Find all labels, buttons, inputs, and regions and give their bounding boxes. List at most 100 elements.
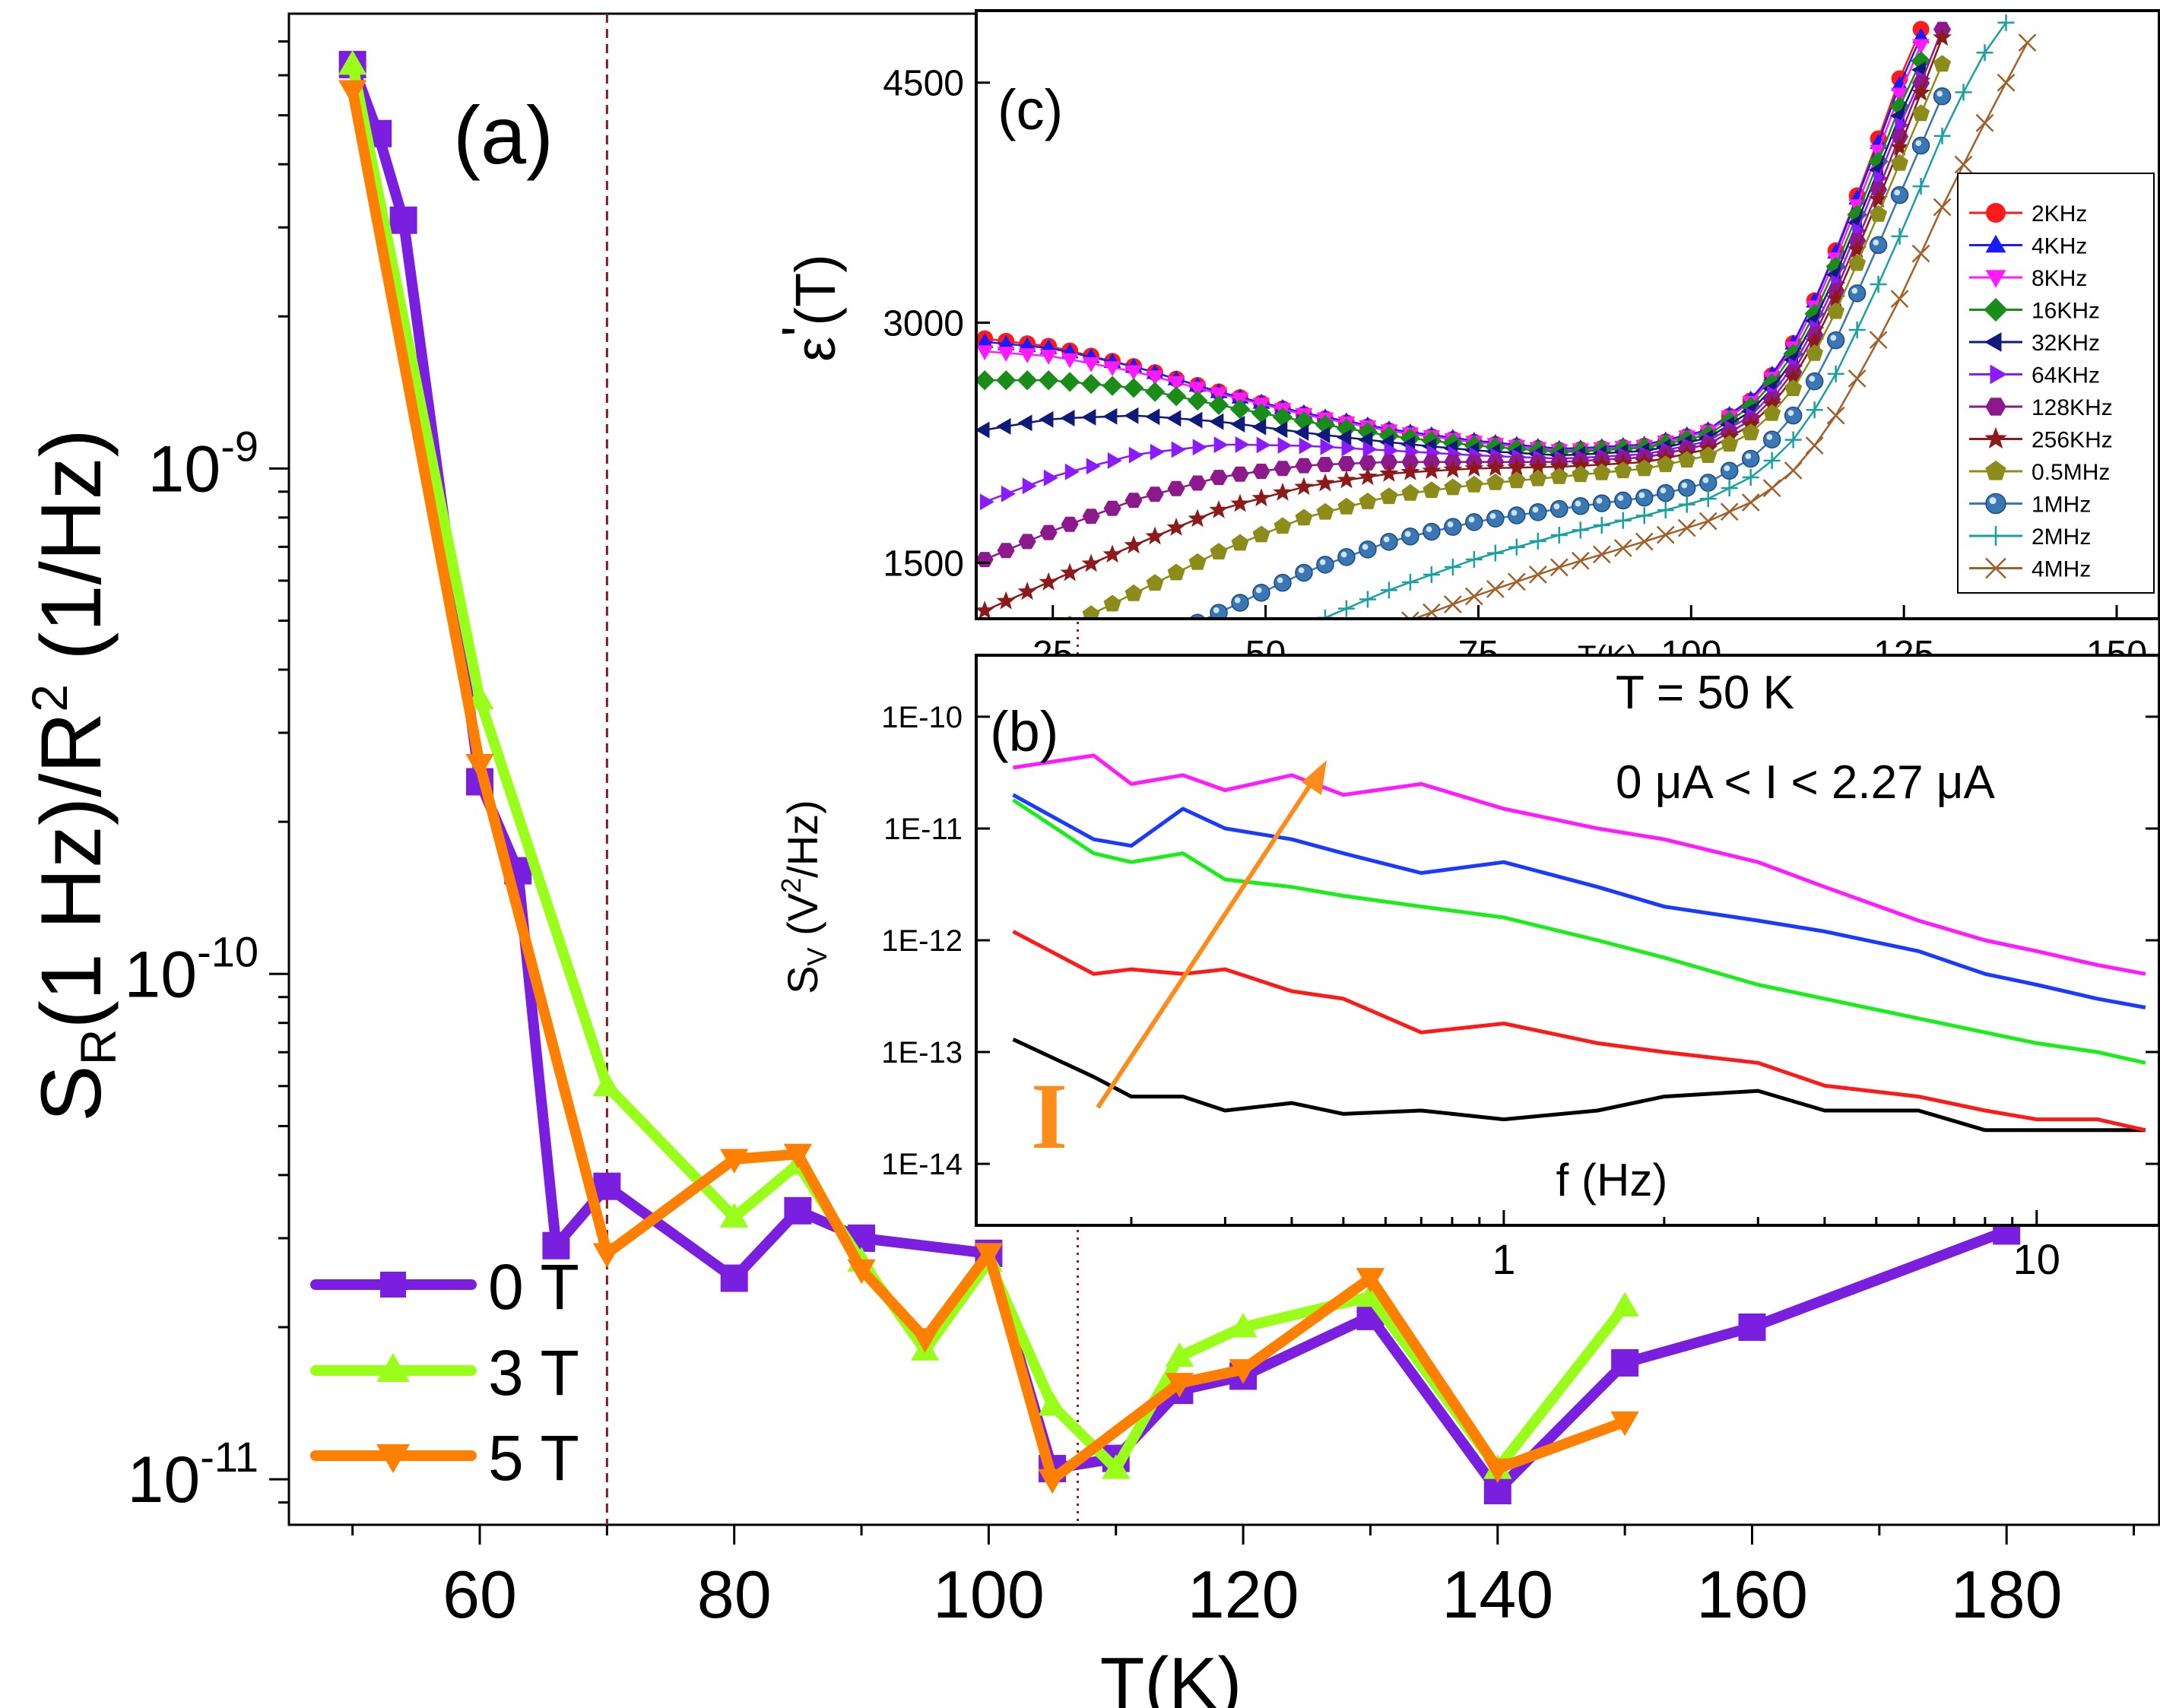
series-line xyxy=(1411,42,2028,619)
data-point xyxy=(1465,513,1483,531)
data-point xyxy=(1001,485,1016,502)
series-line xyxy=(347,84,1631,1485)
data-point-highlight xyxy=(1277,577,1283,584)
data-point-highlight xyxy=(1298,567,1305,574)
data-point-highlight xyxy=(1851,287,1858,294)
data-point xyxy=(1507,572,1526,591)
data-point xyxy=(1146,370,1164,386)
data-point xyxy=(1103,594,1121,612)
data-point xyxy=(465,753,494,779)
data-point xyxy=(1059,372,1080,392)
data-point-highlight xyxy=(1766,434,1773,440)
data-point xyxy=(1699,474,1718,492)
data-point xyxy=(1235,436,1250,453)
data-point xyxy=(1064,463,1080,480)
legend-label-1mhz: 1MHz xyxy=(2032,493,2091,518)
data-point xyxy=(1124,493,1143,509)
legend-label-2khz: 2KHz xyxy=(2032,201,2087,227)
data-point xyxy=(1508,471,1526,489)
data-point xyxy=(1720,502,1739,521)
data-point xyxy=(1423,522,1441,541)
data-point xyxy=(1273,573,1292,592)
data-point xyxy=(1678,451,1696,468)
x-tick-label-10: 10 xyxy=(2013,1235,2060,1283)
data-point xyxy=(1043,469,1058,486)
data-point xyxy=(1146,574,1164,591)
data-point xyxy=(1610,1411,1639,1437)
data-point xyxy=(1614,491,1632,510)
data-point xyxy=(979,493,994,511)
data-point xyxy=(1189,613,1206,619)
legend-label-4mhz: 4MHz xyxy=(2032,557,2091,582)
data-point xyxy=(1295,458,1313,474)
data-point xyxy=(1213,436,1229,454)
data-point xyxy=(1572,497,1590,515)
y-tick-label--9: 10-9 xyxy=(148,422,259,505)
data-point xyxy=(1379,464,1399,482)
data-point xyxy=(1400,428,1421,448)
data-point xyxy=(976,345,994,360)
data-point xyxy=(1081,409,1096,426)
data-point xyxy=(1635,532,1654,551)
data-point xyxy=(1423,566,1440,583)
data-point xyxy=(1060,410,1075,426)
data-point xyxy=(1444,559,1461,575)
data-point xyxy=(1870,276,1887,293)
current-arrow xyxy=(1096,760,1327,1109)
data-point xyxy=(1550,467,1568,484)
data-point xyxy=(1614,512,1632,529)
data-point xyxy=(1103,500,1121,516)
data-point xyxy=(1188,382,1207,397)
data-point xyxy=(1252,464,1270,479)
y-label-s: S xyxy=(24,1065,119,1122)
data-point xyxy=(1933,27,1952,46)
series-1mhz xyxy=(1189,87,1952,619)
data-point-highlight xyxy=(1447,521,1454,528)
data-point xyxy=(1378,425,1400,446)
data-point-highlight xyxy=(1873,239,1879,246)
data-point xyxy=(1677,518,1696,537)
legend-swatch-marker xyxy=(1985,398,2006,416)
data-point xyxy=(1891,154,1909,171)
data-point xyxy=(1720,461,1739,480)
data-point xyxy=(1320,438,1335,455)
data-point xyxy=(1294,477,1314,496)
data-point xyxy=(1805,372,1824,391)
x-axis-label: f (Hz) xyxy=(1556,1155,1668,1206)
data-point-highlight xyxy=(1702,477,1709,483)
data-point xyxy=(1784,379,1803,397)
data-point xyxy=(1444,478,1462,496)
data-point xyxy=(1273,517,1292,534)
legend-item-32khz: 32KHz xyxy=(1969,331,2100,356)
y-tick-exponent: -10 xyxy=(197,927,259,975)
legend: 2KHz 4KHz 8KHz 16KHz 32KHz 64KHz 128KHz 256KHz 0… xyxy=(1969,201,2113,582)
data-point xyxy=(1870,182,1888,198)
data-point xyxy=(1997,73,2016,92)
data-point xyxy=(1124,535,1143,554)
data-point xyxy=(1528,457,1548,476)
legend-item-4khz: 4KHz xyxy=(1969,234,2087,259)
series-0-5mhz xyxy=(1065,55,1952,619)
series-i3 xyxy=(1012,798,2146,1065)
data-point xyxy=(1337,600,1355,617)
data-point xyxy=(1784,368,1803,386)
data-point xyxy=(1827,302,1845,319)
data-point-highlight xyxy=(1809,376,1816,382)
current-arrow-label: I xyxy=(1031,1064,1067,1168)
legend-label-128khz: 128KHz xyxy=(2032,395,2113,420)
data-point-highlight xyxy=(1660,487,1667,494)
data-point xyxy=(1826,331,1845,350)
data-point xyxy=(1082,509,1100,524)
legend-item-8khz: 8KHz xyxy=(1969,266,2087,291)
data-point xyxy=(1103,361,1121,376)
data-point xyxy=(1315,426,1331,444)
data-point xyxy=(1188,475,1207,491)
panel-b-background xyxy=(976,655,2159,1225)
data-point xyxy=(1508,506,1526,524)
data-point-highlight xyxy=(1404,531,1411,537)
data-point xyxy=(1889,96,1910,117)
data-point xyxy=(1316,502,1334,520)
y-label-s: S xyxy=(779,965,826,993)
series-4mhz xyxy=(1401,33,2037,619)
data-point xyxy=(1359,591,1376,608)
